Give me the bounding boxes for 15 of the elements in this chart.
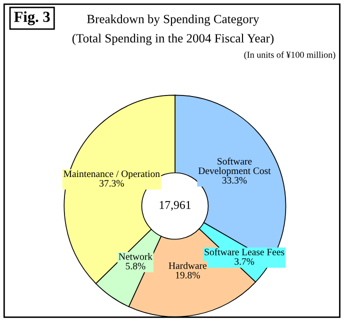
slice-label: Software Lease Fees bbox=[204, 248, 284, 256]
data-label: 5.8% bbox=[126, 262, 146, 270]
caption: Fig. 3 bbox=[14, 11, 50, 26]
slice-label: Software Development Cost bbox=[198, 158, 271, 176]
slice-label: Hardware bbox=[168, 262, 206, 269]
chart-title: Breakdown by Spending Category bbox=[87, 14, 260, 26]
data-label: 37.3% bbox=[100, 180, 124, 187]
data-label: 19.8% bbox=[176, 272, 200, 278]
chart-subtitle: (Total Spending in the 2004 Fiscal Year) bbox=[72, 34, 274, 46]
data-label: 33.3% bbox=[222, 177, 247, 184]
text: (In units of ¥100 million) bbox=[244, 51, 336, 60]
text: 17,961 bbox=[160, 201, 191, 211]
slice-label: Maintenance / Operation bbox=[64, 170, 160, 180]
slice-label: Network bbox=[118, 253, 152, 260]
data-label: 3.7% bbox=[234, 258, 254, 265]
